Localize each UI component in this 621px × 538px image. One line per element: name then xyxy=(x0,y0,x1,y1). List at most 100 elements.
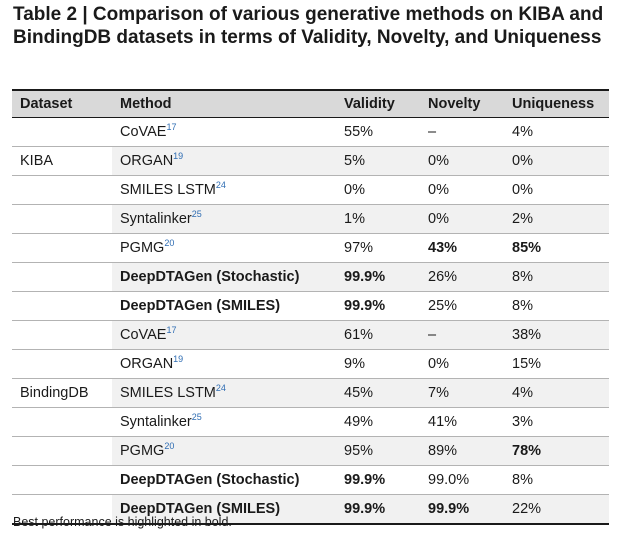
table-row: DeepDTAGen (SMILES) 99.9% 99.9% 22% xyxy=(12,494,609,524)
cell-validity: 99.9% xyxy=(336,494,420,524)
cell-uniqueness: 8% xyxy=(504,262,609,292)
cell-validity: 95% xyxy=(336,436,420,466)
method-name: SMILES LSTM xyxy=(120,385,216,401)
cell-novelty: 0% xyxy=(428,356,449,372)
cell-method: DeepDTAGen (Stochastic) xyxy=(112,262,336,292)
table-row: DeepDTAGen (Stochastic) 99.9% 99.0% 8% xyxy=(12,465,609,495)
cell-novelty: 99.0% xyxy=(428,472,470,488)
cell-validity: 99.9% xyxy=(344,472,386,488)
table-row: PGMG20 97% 43% 85% xyxy=(12,233,609,263)
reference-superscript: 24 xyxy=(215,383,226,393)
cell-dataset xyxy=(12,117,112,147)
method-name: CoVAE xyxy=(120,124,167,140)
method-name: Syntalinker xyxy=(120,211,192,227)
cell-method: Syntalinker25 xyxy=(112,408,336,437)
cell-uniqueness: 0% xyxy=(504,146,609,176)
method-name: ORGAN xyxy=(120,356,174,372)
cell-dataset xyxy=(12,233,112,263)
header-dataset: Dataset xyxy=(12,89,112,118)
cell-dataset xyxy=(12,465,112,495)
method-name: DeepDTAGen (Stochastic) xyxy=(120,269,300,285)
cell-uniqueness: 38% xyxy=(504,320,609,350)
header-novelty: Novelty xyxy=(420,89,504,118)
cell-dataset: BindingDB xyxy=(12,378,112,408)
cell-validity: 61% xyxy=(336,320,420,350)
cell-method: ORGAN19 xyxy=(112,146,336,176)
cell-dataset xyxy=(12,436,112,466)
method-name: DeepDTAGen (SMILES) xyxy=(120,501,281,517)
cell-dataset xyxy=(12,349,112,379)
cell-novelty: 0% xyxy=(420,204,504,234)
cell-method: DeepDTAGen (SMILES) xyxy=(112,494,336,524)
method-name: ORGAN xyxy=(120,153,174,169)
cell-uniqueness: 78% xyxy=(504,436,609,466)
cell-uniqueness: 2% xyxy=(504,204,609,234)
cell-novelty: 7% xyxy=(420,378,504,408)
cell-novelty: – xyxy=(428,124,437,140)
cell-dataset xyxy=(12,320,112,350)
table-row: Syntalinker25 1% 0% 2% xyxy=(12,204,609,234)
cell-novelty: 43% xyxy=(428,240,458,256)
table-row: KIBA ORGAN19 5% 0% 0% xyxy=(12,146,609,176)
table-row: ORGAN19 9% 0% 15% xyxy=(12,349,609,379)
cell-novelty: 26% xyxy=(420,262,504,292)
method-name: DeepDTAGen (SMILES) xyxy=(120,298,281,314)
table-row: PGMG20 95% 89% 78% xyxy=(12,436,609,466)
reference-superscript: 25 xyxy=(191,209,202,219)
table-title: Table 2 | Comparison of various generati… xyxy=(13,4,604,48)
cell-validity: 97% xyxy=(344,240,374,256)
cell-novelty: 25% xyxy=(428,298,458,314)
cell-method: SMILES LSTM24 xyxy=(112,378,336,408)
cell-dataset xyxy=(12,262,112,292)
cell-method: SMILES LSTM24 xyxy=(112,176,336,205)
cell-novelty: – xyxy=(420,320,504,350)
cell-method: DeepDTAGen (Stochastic) xyxy=(112,466,336,495)
cell-method: Syntalinker25 xyxy=(112,204,336,234)
table-row: Syntalinker25 49% 41% 3% xyxy=(12,407,609,437)
cell-dataset xyxy=(12,204,112,234)
table-row: CoVAE17 61% –38% xyxy=(12,320,609,350)
method-name: DeepDTAGen (Stochastic) xyxy=(120,472,300,488)
cell-method: PGMG20 xyxy=(112,436,336,466)
footnote: Best performance is highlighted in bold. xyxy=(13,515,232,529)
reference-superscript: 19 xyxy=(173,354,184,364)
table-row: SMILES LSTM24 0% 0% 0% xyxy=(12,175,609,205)
cell-validity: 99.9% xyxy=(344,298,386,314)
method-name: PGMG xyxy=(120,240,165,256)
cell-method: CoVAE17 xyxy=(112,320,336,350)
cell-novelty: 0% xyxy=(428,182,449,198)
cell-uniqueness: 85% xyxy=(512,240,542,256)
reference-superscript: 19 xyxy=(173,151,184,161)
header-validity: Validity xyxy=(336,89,420,118)
cell-uniqueness: 4% xyxy=(504,378,609,408)
cell-dataset: KIBA xyxy=(12,146,112,176)
header-uniqueness: Uniqueness xyxy=(504,89,609,118)
cell-uniqueness: 8% xyxy=(512,472,533,488)
comparison-table: Dataset Method Validity Novelty Uniquene… xyxy=(12,89,609,525)
method-name: PGMG xyxy=(120,443,165,459)
cell-validity: 0% xyxy=(344,182,365,198)
cell-dataset xyxy=(12,494,112,524)
method-name: CoVAE xyxy=(120,327,167,343)
cell-novelty: 89% xyxy=(420,436,504,466)
table-header-row: Dataset Method Validity Novelty Uniquene… xyxy=(12,89,609,118)
cell-method: CoVAE17 xyxy=(112,118,336,147)
cell-validity: 1% xyxy=(336,204,420,234)
table-row: CoVAE17 55% – 4% xyxy=(12,117,609,147)
cell-validity: 99.9% xyxy=(336,262,420,292)
cell-novelty: 41% xyxy=(428,414,458,430)
cell-uniqueness: 15% xyxy=(512,356,542,372)
cell-dataset xyxy=(12,175,112,205)
method-name: Syntalinker xyxy=(120,414,192,430)
table-row: DeepDTAGen (SMILES) 99.9% 25% 8% xyxy=(12,291,609,321)
cell-uniqueness: 22% xyxy=(504,494,609,524)
header-method: Method xyxy=(112,89,336,118)
cell-uniqueness: 8% xyxy=(512,298,533,314)
cell-validity: 45% xyxy=(336,378,420,408)
reference-superscript: 25 xyxy=(191,412,202,422)
cell-uniqueness: 4% xyxy=(512,124,533,140)
cell-validity: 55% xyxy=(344,124,374,140)
cell-validity: 5% xyxy=(336,146,420,176)
table-body: CoVAE17 55% –4% KIBA ORGAN19 5% 0% 0% SMILES LST… xyxy=(12,117,609,524)
table-row: BindingDB SMILES LSTM24 45% 7% 4% xyxy=(12,378,609,408)
